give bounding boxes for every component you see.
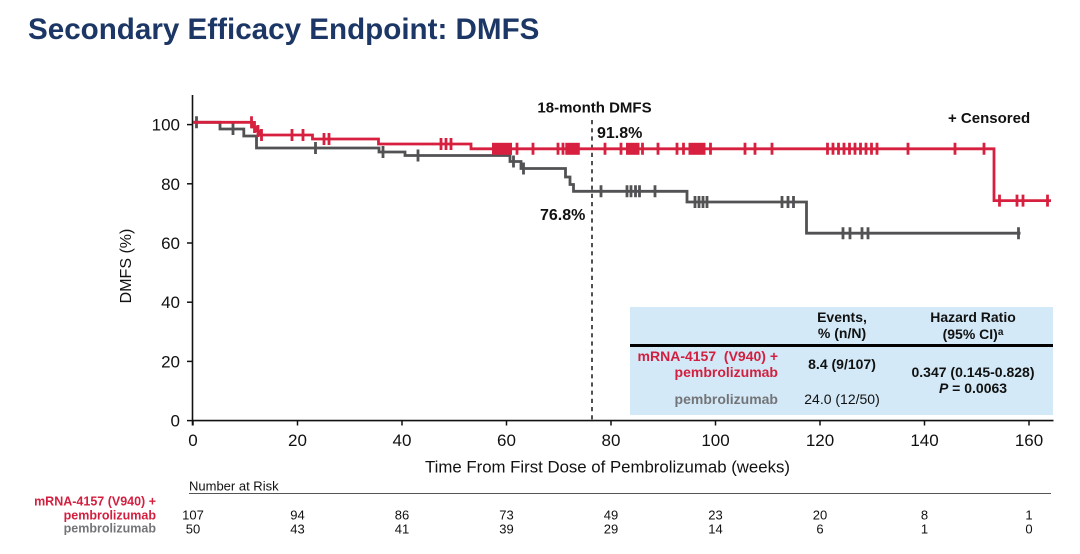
svg-text:140: 140 xyxy=(910,431,938,450)
svg-text:20: 20 xyxy=(813,508,827,523)
svg-text:mRNA-4157 (V940) +: mRNA-4157 (V940) + xyxy=(34,495,156,509)
svg-text:49: 49 xyxy=(604,508,618,523)
svg-text:76.8%: 76.8% xyxy=(540,207,585,224)
svg-text:40: 40 xyxy=(393,431,412,450)
svg-text:100: 100 xyxy=(152,116,180,135)
svg-text:80: 80 xyxy=(161,175,180,194)
svg-text:107: 107 xyxy=(182,508,204,523)
svg-text:50: 50 xyxy=(186,522,200,537)
svg-text:DMFS (%): DMFS (%) xyxy=(118,229,135,304)
svg-text:8: 8 xyxy=(921,508,928,523)
svg-text:39: 39 xyxy=(499,522,513,537)
svg-text:41: 41 xyxy=(395,522,409,537)
svg-text:40: 40 xyxy=(161,293,180,312)
svg-text:73: 73 xyxy=(499,508,513,523)
svg-text:120: 120 xyxy=(806,431,834,450)
svg-text:14: 14 xyxy=(708,522,722,537)
svg-text:60: 60 xyxy=(497,431,516,450)
svg-text:43: 43 xyxy=(290,522,304,537)
svg-text:29: 29 xyxy=(604,522,618,537)
svg-text:86: 86 xyxy=(395,508,409,523)
svg-text:94: 94 xyxy=(290,508,304,523)
svg-text:100: 100 xyxy=(701,431,729,450)
svg-text:pembrolizumab: pembrolizumab xyxy=(64,522,157,536)
svg-text:0: 0 xyxy=(1025,522,1032,537)
svg-text:91.8%: 91.8% xyxy=(597,125,642,142)
svg-text:80: 80 xyxy=(602,431,621,450)
svg-text:0: 0 xyxy=(171,412,180,431)
svg-text:+ Censored: + Censored xyxy=(948,110,1030,127)
svg-text:60: 60 xyxy=(161,234,180,253)
svg-text:20: 20 xyxy=(288,431,307,450)
svg-text:18-month DMFS: 18-month DMFS xyxy=(537,100,651,117)
svg-text:20: 20 xyxy=(161,352,180,371)
svg-text:1: 1 xyxy=(921,522,928,537)
svg-text:1: 1 xyxy=(1025,508,1032,523)
svg-text:160: 160 xyxy=(1015,431,1043,450)
svg-text:23: 23 xyxy=(708,508,722,523)
svg-text:0: 0 xyxy=(188,431,197,450)
svg-text:6: 6 xyxy=(816,522,823,537)
svg-text:Number at Risk: Number at Risk xyxy=(189,479,279,494)
svg-text:Time From First Dose of Pembro: Time From First Dose of Pembrolizumab (w… xyxy=(425,458,790,477)
svg-text:pembrolizumab: pembrolizumab xyxy=(64,509,157,523)
